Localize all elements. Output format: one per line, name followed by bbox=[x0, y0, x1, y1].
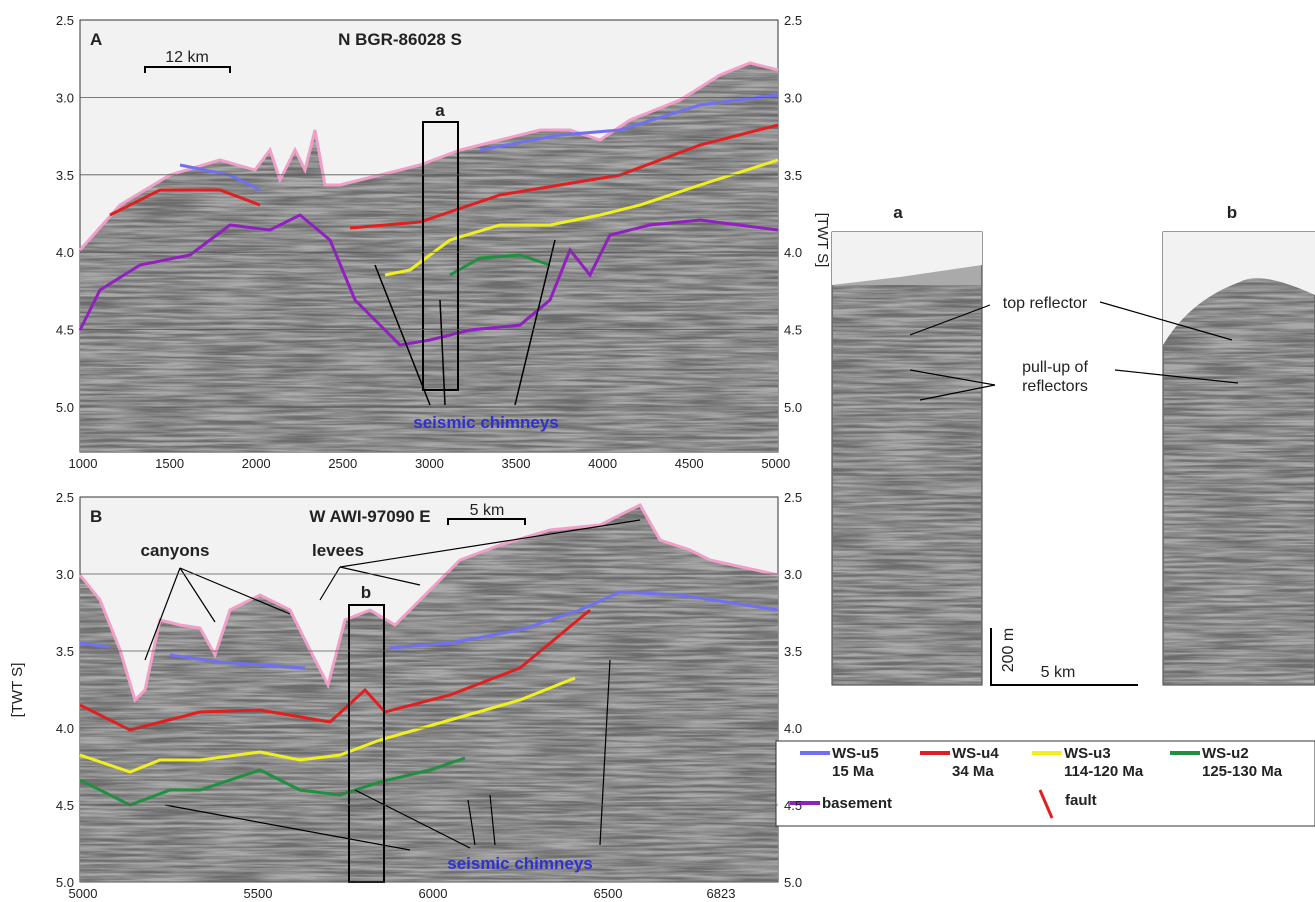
horizon bbox=[449, 253, 551, 277]
x-tick-label: 1000 bbox=[69, 456, 98, 471]
y-tick-label: 3.5 bbox=[56, 168, 74, 183]
panel-label: A bbox=[90, 30, 102, 49]
panel-title: N BGR-86028 S bbox=[338, 30, 462, 49]
y-tick-label: 5.0 bbox=[784, 875, 802, 890]
legend-label: fault bbox=[1065, 792, 1097, 809]
scale-label: 5 km bbox=[1041, 664, 1076, 681]
horizon bbox=[479, 93, 779, 152]
x-tick-label: 6500 bbox=[594, 886, 623, 901]
inset-section bbox=[832, 285, 982, 685]
y-tick-label: 4.5 bbox=[784, 798, 802, 813]
y-tick-label: 4.5 bbox=[56, 323, 74, 338]
water bbox=[832, 232, 982, 285]
x-tick-label: 4000 bbox=[588, 456, 617, 471]
y-tick-label: 2.5 bbox=[784, 13, 802, 28]
x-tick-label: 3500 bbox=[502, 456, 531, 471]
y-tick-label: 4.5 bbox=[784, 323, 802, 338]
callout-lines bbox=[909, 301, 1239, 401]
legend-label: WS-u5 bbox=[832, 745, 879, 762]
y-tick-label: 3.5 bbox=[784, 168, 802, 183]
y-tick-label: 3.0 bbox=[56, 90, 74, 105]
horizon bbox=[79, 676, 576, 774]
box bbox=[422, 121, 459, 391]
x-tick-label: 2500 bbox=[328, 456, 357, 471]
seafloor bbox=[78, 61, 779, 251]
legend-age: 114-120 Ma bbox=[1064, 763, 1144, 780]
legend-age: 15 Ma bbox=[832, 763, 874, 780]
x-tick-label: 5000 bbox=[761, 456, 790, 471]
x-tick-label: 1500 bbox=[155, 456, 184, 471]
box-label: b bbox=[361, 583, 371, 602]
legend-swatch bbox=[1038, 789, 1054, 819]
legend-label: WS-u4 bbox=[952, 745, 999, 762]
y-tick-label: 2.5 bbox=[56, 490, 74, 505]
legend-label: WS-u2 bbox=[1202, 745, 1249, 762]
horizon bbox=[79, 756, 466, 807]
x-tick-label: 6000 bbox=[419, 886, 448, 901]
scale-label: 5 km bbox=[470, 502, 505, 519]
scale-label: 200 m bbox=[1000, 628, 1017, 672]
axis-label: [TWT S] bbox=[814, 213, 831, 268]
legend-label: WS-u3 bbox=[1064, 745, 1111, 762]
scale-label: 12 km bbox=[165, 49, 209, 66]
y-tick-label: 2.5 bbox=[56, 13, 74, 28]
box-label: a bbox=[435, 101, 445, 120]
inset-label: a bbox=[893, 203, 903, 222]
annotation: top reflector bbox=[1003, 295, 1088, 312]
annotation: pull-up of reflectors bbox=[1022, 359, 1088, 395]
annotation: canyons bbox=[141, 541, 210, 560]
callout-lines bbox=[374, 239, 556, 406]
legend-age: 125-130 Ma bbox=[1202, 763, 1283, 780]
seafloor bbox=[78, 503, 779, 703]
horizon bbox=[389, 590, 779, 650]
annotation: seismic chimneys bbox=[447, 854, 593, 873]
scale-bar bbox=[144, 66, 231, 73]
axes: 2.5 2.5 3.0 3.0 3.5 3.5 4.0 4.0 4.5 4.5 5.0 5.0 1000… bbox=[56, 13, 802, 901]
axis-label: [TWT S] bbox=[9, 663, 26, 718]
panel-label: B bbox=[90, 507, 102, 526]
y-tick-label: 3.5 bbox=[784, 644, 802, 659]
annotation-box: pull-up of reflectors bbox=[1022, 359, 1088, 395]
x-tick-label: 5000 bbox=[69, 886, 98, 901]
legend-label: basement bbox=[822, 795, 892, 812]
x-tick-label: 5500 bbox=[244, 886, 273, 901]
annotation: seismic chimneys bbox=[413, 413, 559, 432]
scale-bars bbox=[990, 628, 1138, 686]
y-tick-label: 4.5 bbox=[56, 798, 74, 813]
y-tick-label: 5.0 bbox=[56, 875, 74, 890]
horizon bbox=[109, 188, 261, 217]
y-tick-label: 4.0 bbox=[56, 245, 74, 260]
y-tick-label: 5.0 bbox=[784, 400, 802, 415]
callout-lines bbox=[144, 519, 641, 851]
x-tick-label: 4500 bbox=[675, 456, 704, 471]
legend-age: 34 Ma bbox=[952, 763, 994, 780]
horizon bbox=[79, 641, 111, 649]
horizon bbox=[169, 653, 306, 670]
y-tick-label: 3.5 bbox=[56, 644, 74, 659]
x-tick-label: 2000 bbox=[242, 456, 271, 471]
horizon bbox=[349, 123, 779, 230]
y-tick-label: 5.0 bbox=[56, 400, 74, 415]
scale-bar bbox=[447, 518, 526, 525]
y-tick-label: 3.0 bbox=[784, 90, 802, 105]
y-tick-label: 3.0 bbox=[784, 567, 802, 582]
x-tick-label: 3000 bbox=[415, 456, 444, 471]
basement bbox=[78, 213, 779, 347]
x-tick-label: 6823 bbox=[707, 886, 736, 901]
annotation: levees bbox=[312, 541, 364, 560]
y-tick-label: 2.5 bbox=[784, 490, 802, 505]
water bbox=[1163, 232, 1315, 345]
y-tick-label: 4.0 bbox=[784, 721, 802, 736]
panel-title: W AWI-97090 E bbox=[309, 507, 430, 526]
y-tick-label: 4.0 bbox=[784, 245, 802, 260]
inset-label: b bbox=[1227, 203, 1237, 222]
y-tick-label: 4.0 bbox=[56, 721, 74, 736]
y-tick-label: 3.0 bbox=[56, 567, 74, 582]
legend bbox=[775, 740, 1315, 827]
horizon bbox=[79, 608, 591, 732]
